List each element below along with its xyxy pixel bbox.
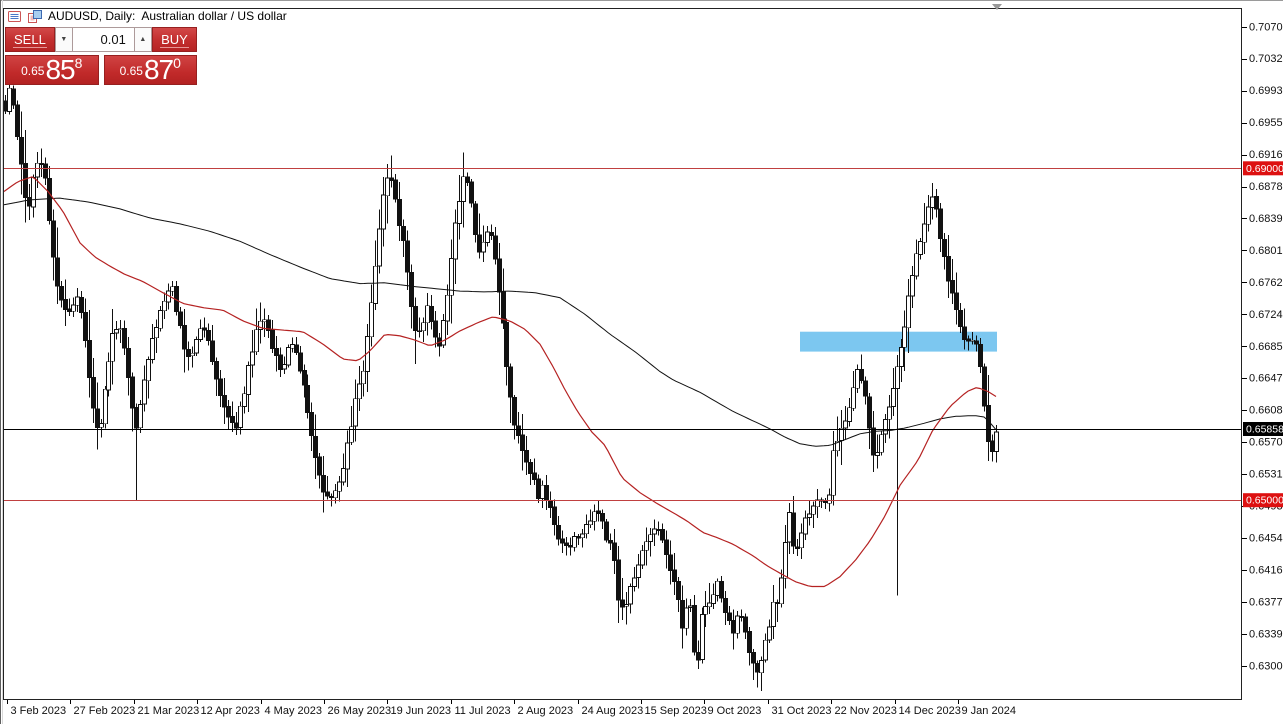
svg-text:3 Feb 2023: 3 Feb 2023 [11,705,67,717]
svg-text:31 Oct 2023: 31 Oct 2023 [772,705,832,717]
chart-border [3,8,1242,700]
ma-slow-line [3,197,997,447]
chart-title: AUDUSD, Daily: Australian dollar / US do… [48,9,287,23]
sell-price-box[interactable]: 0.65 85 8 [5,55,99,85]
svg-text:24 Aug 2023: 24 Aug 2023 [582,705,644,717]
chevron-down-icon: ▼ [60,36,68,43]
svg-text:27 Feb 2023: 27 Feb 2023 [74,705,136,717]
svg-text:0.69165: 0.69165 [1249,149,1283,161]
buy-button[interactable]: BUY [151,27,197,52]
svg-text:26 May 2023: 26 May 2023 [328,705,392,717]
buy-price-prefix: 0.65 [119,64,143,78]
svg-text:22 Nov 2023: 22 Nov 2023 [835,705,897,717]
chart-shift-marker-icon[interactable] [992,4,1002,10]
svg-text:14 Dec 2023: 14 Dec 2023 [899,705,961,717]
one-click-trading-panel: SELL ▼ ▲ BUY 0.65 85 8 0.65 87 [5,27,197,85]
svg-text:21 Mar 2023: 21 Mar 2023 [138,705,200,717]
svg-text:0.65315: 0.65315 [1249,469,1283,481]
buy-price-big: 87 [143,54,174,85]
supply-zone-rectangle[interactable] [800,331,997,352]
horizontal-lines[interactable] [3,168,1242,501]
bull-candles [7,87,999,674]
svg-text:9 Oct 2023: 9 Oct 2023 [708,705,762,717]
svg-text:15 Sep 2023: 15 Sep 2023 [645,705,707,717]
account-list-icon[interactable] [8,10,22,23]
svg-text:0.63005: 0.63005 [1249,660,1283,672]
sell-price-prefix: 0.65 [21,64,45,78]
svg-text:9 Jan 2024: 9 Jan 2024 [962,705,1016,717]
chart-header: AUDUSD, Daily: Australian dollar / US do… [8,9,287,23]
sell-underline [13,47,47,48]
svg-text:0.64545: 0.64545 [1249,533,1283,545]
sell-price-big: 85 [45,54,75,85]
chart-windows-icon[interactable] [28,9,42,23]
buy-button-label: BUY [161,32,188,47]
volume-input[interactable] [72,27,134,52]
ma-fast-line [3,176,997,588]
svg-text:11 Jul 2023: 11 Jul 2023 [455,705,511,717]
sell-button[interactable]: SELL [5,27,55,52]
svg-text:0.65858: 0.65858 [1246,424,1283,436]
bear-candles [3,88,995,673]
sell-button-label: SELL [14,32,46,47]
buy-underline [159,47,189,48]
svg-text:0.65000: 0.65000 [1246,495,1283,507]
svg-text:0.63775: 0.63775 [1249,596,1283,608]
svg-text:0.69935: 0.69935 [1249,85,1283,97]
svg-text:0.66085: 0.66085 [1249,405,1283,417]
svg-text:0.66855: 0.66855 [1249,341,1283,353]
svg-text:4 May 2023: 4 May 2023 [265,705,322,717]
time-axis[interactable]: 3 Feb 2023 27 Feb 2023 21 Mar 2023 12 Apr 2… [7,700,1016,717]
svg-text:0.68395: 0.68395 [1249,213,1283,225]
price-tags: 0.69000 0.65858 0.65000 [1243,161,1283,508]
buy-price-pip: 0 [173,55,181,71]
svg-text:19 Jun 2023: 19 Jun 2023 [391,705,452,717]
svg-text:0.69000: 0.69000 [1246,163,1283,175]
buy-price-box[interactable]: 0.65 87 0 [103,54,197,85]
volume-decrease-button[interactable]: ▼ [54,27,73,52]
volume-increase-button[interactable]: ▲ [133,27,152,52]
svg-text:0.67625: 0.67625 [1249,277,1283,289]
svg-text:0.70705: 0.70705 [1249,21,1283,33]
svg-text:2 Aug 2023: 2 Aug 2023 [518,705,574,717]
chevron-up-icon: ▲ [139,36,147,43]
sell-price-pip: 8 [74,55,83,71]
svg-text:12 Apr 2023: 12 Apr 2023 [201,705,260,717]
